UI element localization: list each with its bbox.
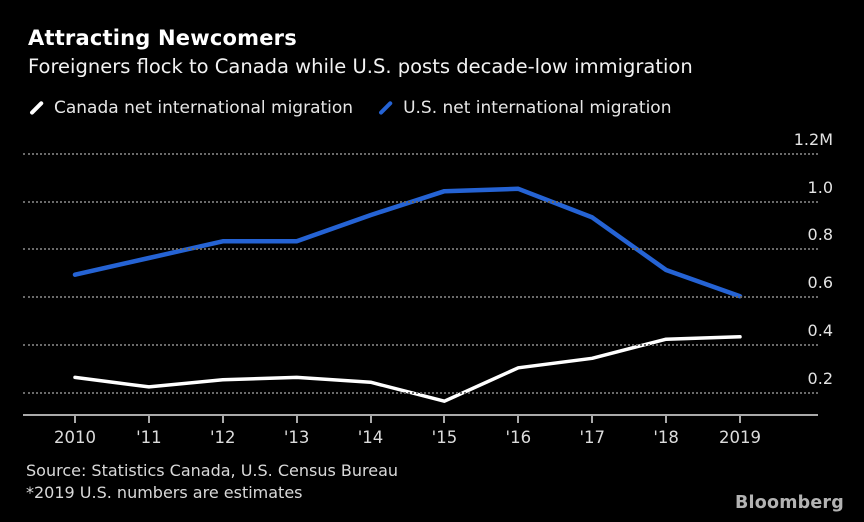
x-tick-label: '13 [283,428,310,447]
x-tick-mark [665,416,668,423]
series-line-us [72,186,743,299]
x-tick-mark [443,416,446,423]
x-tick-label: '16 [505,428,532,447]
x-tick-label: 2010 [54,428,96,447]
x-tick-mark [739,416,741,423]
legend-label: Canada net international migration [54,98,354,118]
chart-title: Attracting Newcomers [28,26,297,50]
y-tick-label: 0.6 [807,273,833,293]
gridline-0.2 [23,391,818,394]
x-tick-label: '14 [357,428,384,447]
x-tick-label: 2019 [719,428,761,447]
y-tick-label: 0.4 [807,320,833,340]
x-tick-mark [147,416,150,423]
gridline-1.2M [23,153,818,155]
x-tick-label: '12 [209,428,236,447]
gridline-0.4 [23,343,818,346]
chart-subtitle: Foreigners flock to Canada while U.S. po… [28,55,693,78]
source-note: Source: Statistics Canada, U.S. Census B… [26,461,399,480]
x-tick-mark [517,416,520,423]
x-tick-mark [221,416,224,423]
x-axis-line [23,414,818,416]
x-tick-mark [591,416,594,423]
y-tick-label: 1.0 [807,177,833,197]
legend-item-canada: Canada net international migration [28,98,353,118]
x-tick-mark [295,416,298,423]
estimate-footnote: *2019 U.S. numbers are estimates [26,483,303,502]
legend-item-us: U.S. net international migration [377,98,671,118]
x-tick-label: '18 [653,428,679,447]
y-tick-label: 1.2M [793,130,833,149]
y-tick-label: 0.8 [807,225,833,245]
x-tick-label: '11 [136,428,162,447]
gridline-0.8 [23,248,818,251]
legend-label: U.S. net international migration [403,98,672,118]
y-tick-label: 0.2 [807,368,833,388]
x-tick-mark [369,416,372,423]
x-tick-label: '17 [579,428,605,447]
gridline-1.0 [23,200,818,203]
legend: Canada net international migration U.S. n… [28,98,671,118]
x-tick-label: '15 [431,428,458,447]
gridline-0.6 [23,296,818,299]
x-tick-mark [74,416,76,423]
bloomberg-logo: Bloomberg [735,493,844,513]
